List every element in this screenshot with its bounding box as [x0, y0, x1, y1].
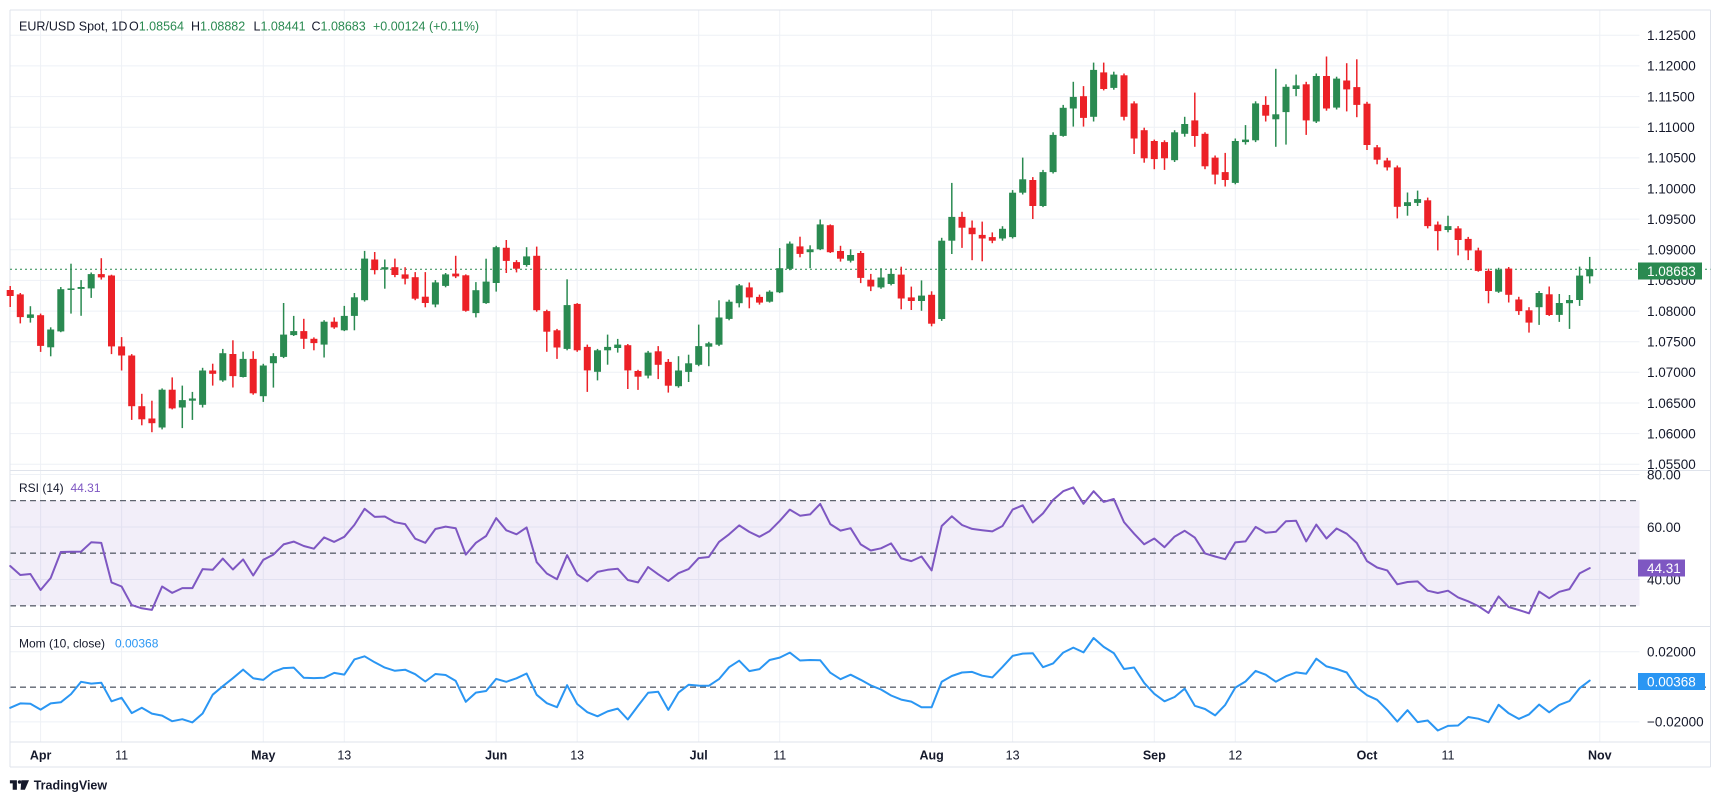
svg-text:1.11000: 1.11000 [1647, 120, 1695, 135]
svg-text:1.09000: 1.09000 [1647, 243, 1696, 258]
svg-text:May: May [251, 749, 275, 763]
svg-text:0.02000: 0.02000 [1647, 645, 1696, 660]
svg-text:1.08683: 1.08683 [1647, 264, 1696, 279]
svg-text:Aug: Aug [919, 749, 943, 763]
svg-text:44.31: 44.31 [71, 481, 101, 495]
svg-text:1.06000: 1.06000 [1647, 426, 1696, 441]
svg-text:0.00368: 0.00368 [1647, 674, 1696, 689]
svg-text:44.31: 44.31 [1647, 561, 1681, 576]
svg-text:C1.08683: C1.08683 [312, 20, 366, 34]
svg-text:Jul: Jul [690, 749, 708, 763]
svg-text:80.00: 80.00 [1647, 467, 1681, 482]
svg-text:12: 12 [1228, 749, 1242, 763]
svg-text:11: 11 [1442, 749, 1455, 763]
svg-text:1.07000: 1.07000 [1647, 365, 1696, 380]
svg-text:EUR/USD Spot, 1D: EUR/USD Spot, 1D [19, 20, 127, 34]
svg-text:13: 13 [1006, 749, 1020, 763]
svg-text:Oct: Oct [1357, 749, 1379, 763]
svg-text:L1.08441: L1.08441 [254, 20, 306, 34]
svg-text:1.10000: 1.10000 [1647, 181, 1696, 196]
svg-text:11: 11 [115, 749, 128, 763]
svg-text:13: 13 [337, 749, 351, 763]
svg-text:1.06500: 1.06500 [1647, 396, 1696, 411]
svg-text:−0.02000: −0.02000 [1647, 715, 1704, 730]
svg-text:Sep: Sep [1143, 749, 1166, 763]
svg-text:1.08000: 1.08000 [1647, 304, 1696, 319]
svg-text:1.10500: 1.10500 [1647, 151, 1696, 166]
svg-text:0.00368: 0.00368 [115, 637, 159, 651]
svg-text:H1.08882: H1.08882 [191, 20, 245, 34]
svg-text:1.07500: 1.07500 [1647, 335, 1696, 350]
svg-text:1.05500: 1.05500 [1647, 457, 1696, 472]
svg-text:TradingView: TradingView [34, 778, 108, 792]
svg-text:Apr: Apr [30, 749, 52, 763]
svg-text:1.12000: 1.12000 [1647, 59, 1696, 74]
svg-text:Nov: Nov [1588, 749, 1612, 763]
svg-text:1.11500: 1.11500 [1647, 89, 1695, 104]
svg-text:1.12500: 1.12500 [1647, 28, 1696, 43]
svg-text:+0.00124 (+0.11%): +0.00124 (+0.11%) [373, 20, 479, 34]
svg-text:11: 11 [773, 749, 786, 763]
svg-text:O1.08564: O1.08564 [129, 20, 184, 34]
svg-text:13: 13 [570, 749, 584, 763]
svg-text:60.00: 60.00 [1647, 520, 1681, 535]
svg-text:Mom (10, close): Mom (10, close) [19, 637, 105, 651]
svg-text:RSI (14): RSI (14) [19, 481, 64, 495]
svg-text:1.09500: 1.09500 [1647, 212, 1696, 227]
svg-text:Jun: Jun [485, 749, 507, 763]
